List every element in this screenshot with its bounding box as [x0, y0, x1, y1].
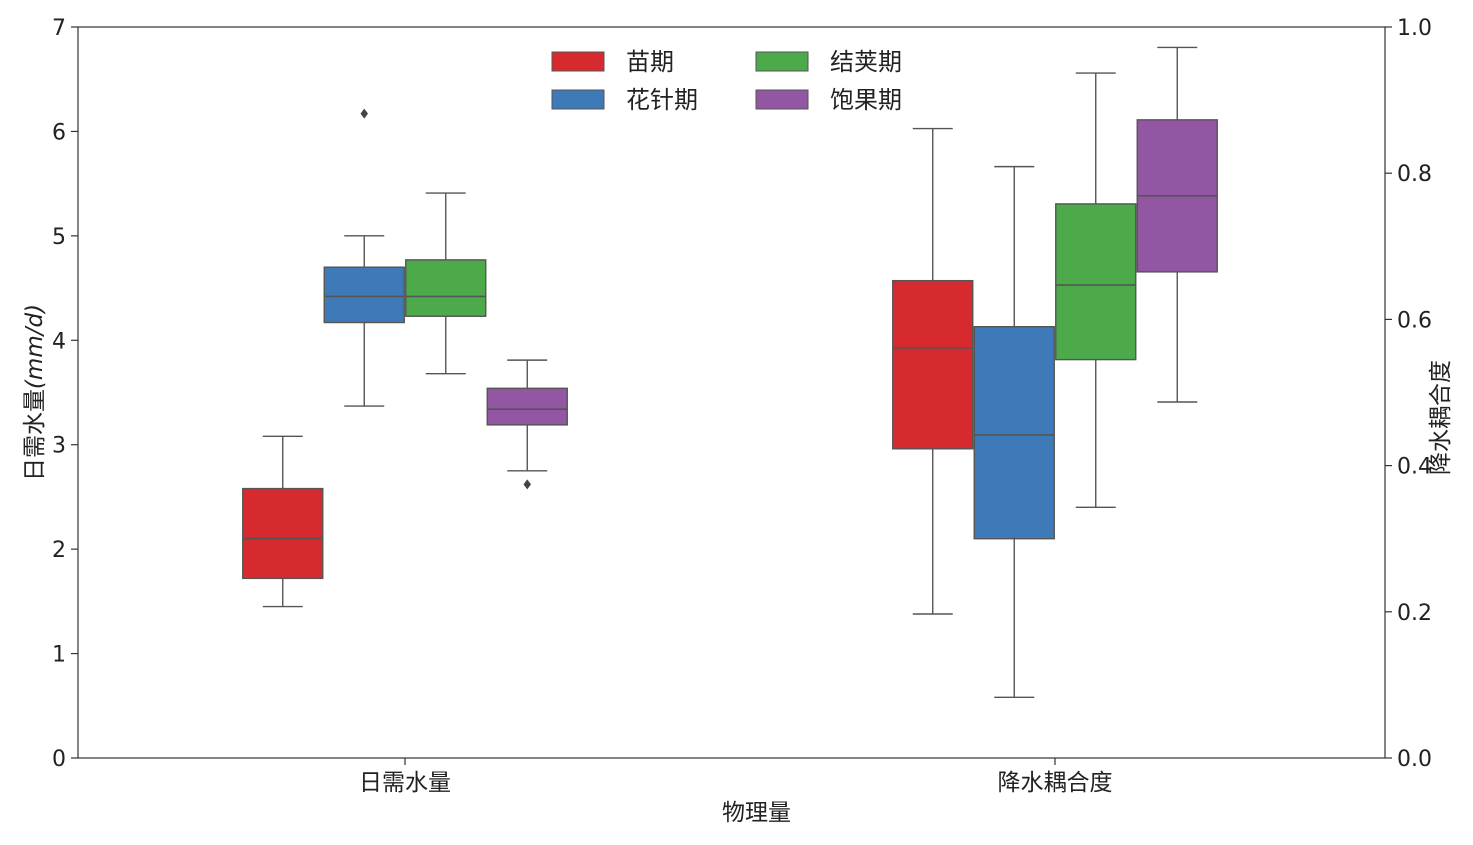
- y-axis-left-label: 日需水量(mm/d): [22, 304, 48, 481]
- legend-label: 饱果期: [830, 86, 902, 114]
- box-0-0: [242, 435, 324, 608]
- y-axis-left-label-unit: (mm/d): [22, 304, 48, 389]
- y-left-tick-label: 3: [52, 434, 66, 459]
- box-iqr: [892, 279, 974, 450]
- legend-item: 结荚期: [755, 48, 902, 76]
- box-0-2: [405, 192, 487, 375]
- plot-frame: [77, 26, 1386, 759]
- box-iqr: [1055, 203, 1137, 361]
- legend-item: 苗期: [551, 48, 674, 76]
- legend-swatch: [755, 89, 809, 110]
- legend-swatch: [755, 51, 809, 72]
- y-right-tick-label: 0.2: [1397, 601, 1432, 626]
- legend-label: 苗期: [626, 48, 674, 76]
- box-1-0: [892, 127, 974, 615]
- box-iqr: [405, 259, 487, 317]
- outlier-point: [523, 479, 531, 490]
- x-category-label-coupling: 降水耦合度: [998, 770, 1113, 796]
- box-iqr: [323, 266, 405, 324]
- y-axis-right-label: 降水耦合度: [1428, 360, 1454, 475]
- legend-item: 花针期: [551, 86, 698, 114]
- y-left-tick-label: 5: [52, 225, 66, 250]
- y-left-tick-label: 0: [52, 747, 66, 772]
- y-right-tick-label: 0.0: [1397, 747, 1432, 772]
- legend-swatch: [551, 51, 605, 72]
- box-1-3: [1136, 46, 1218, 403]
- y-left-tick-label: 2: [52, 538, 66, 563]
- axes: 0 1 2 3 4 5 6 7 0.0 0.2 0.4 0.6 0.8 1.0: [52, 16, 1432, 772]
- x-category-label-daily-water: 日需水量: [359, 770, 451, 796]
- plot-area-frame: [77, 26, 1386, 759]
- box-groups: [242, 46, 1218, 699]
- y-right-tick-label: 0.6: [1397, 308, 1432, 333]
- legend-label: 花针期: [626, 86, 698, 114]
- legend-swatch: [551, 89, 605, 110]
- y-axis-left-label-main: 日需水量: [22, 389, 48, 481]
- y-left-tick-label: 6: [52, 120, 66, 145]
- box-iqr: [973, 326, 1055, 540]
- y-left-tick-label: 4: [52, 329, 66, 354]
- y-right-tick-label: 1.0: [1397, 16, 1432, 41]
- legend-item: 饱果期: [755, 86, 902, 114]
- box-0-3: [486, 359, 568, 490]
- box-0-1: [323, 108, 405, 407]
- y-left-tick-label: 7: [52, 16, 66, 41]
- outlier-point: [360, 108, 368, 119]
- x-axis-label: 物理量: [722, 800, 791, 826]
- box-iqr: [486, 387, 568, 426]
- box-1-2: [1055, 72, 1137, 508]
- y-right-tick-label: 0.4: [1397, 455, 1432, 480]
- legend-label: 结荚期: [830, 48, 902, 76]
- box-iqr: [242, 487, 324, 580]
- y-right-tick-label: 0.8: [1397, 162, 1432, 187]
- box-1-1: [973, 165, 1055, 699]
- y-left-tick-label: 1: [52, 643, 66, 668]
